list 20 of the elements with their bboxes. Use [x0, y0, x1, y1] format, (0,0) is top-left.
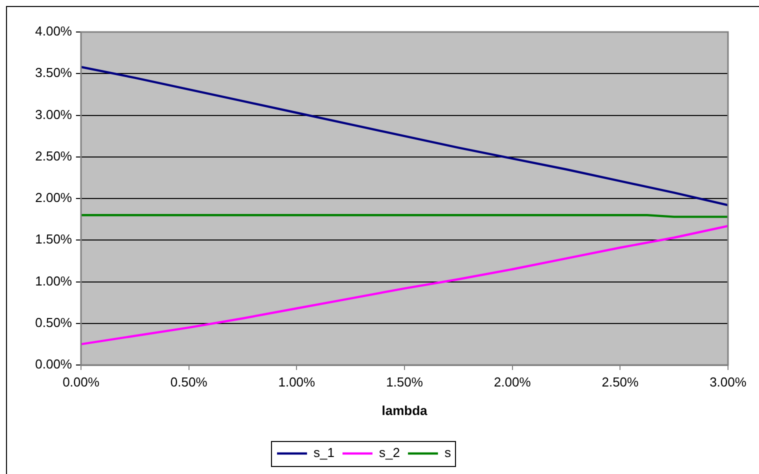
x-tick-label: 2.00%	[494, 374, 532, 390]
y-tick-label: 2.50%	[35, 148, 72, 164]
legend-label: s_2	[379, 445, 400, 460]
y-tick-label: 2.00%	[35, 190, 72, 206]
legend-label: s_1	[314, 445, 335, 460]
y-tick-label: 4.00%	[35, 24, 72, 39]
y-tick-label: 3.50%	[35, 65, 72, 80]
y-tick-label: 0.00%	[35, 356, 72, 372]
y-tick-label: 1.00%	[35, 273, 72, 288]
x-tick-label: 2.50%	[602, 374, 640, 390]
x-tick-label: 1.00%	[278, 374, 316, 390]
y-tick-label: 3.00%	[35, 106, 72, 122]
x-axis-title: lambda	[382, 402, 428, 418]
x-tick-label: 1.50%	[386, 374, 424, 390]
x-tick-label: 3.00%	[710, 374, 747, 390]
x-tick-label: 0.50%	[170, 374, 208, 390]
x-tick-label: 0.00%	[62, 374, 100, 390]
y-tick-label: 1.50%	[35, 232, 72, 247]
y-tick-label: 0.50%	[35, 314, 72, 330]
legend-label: s	[444, 445, 452, 460]
